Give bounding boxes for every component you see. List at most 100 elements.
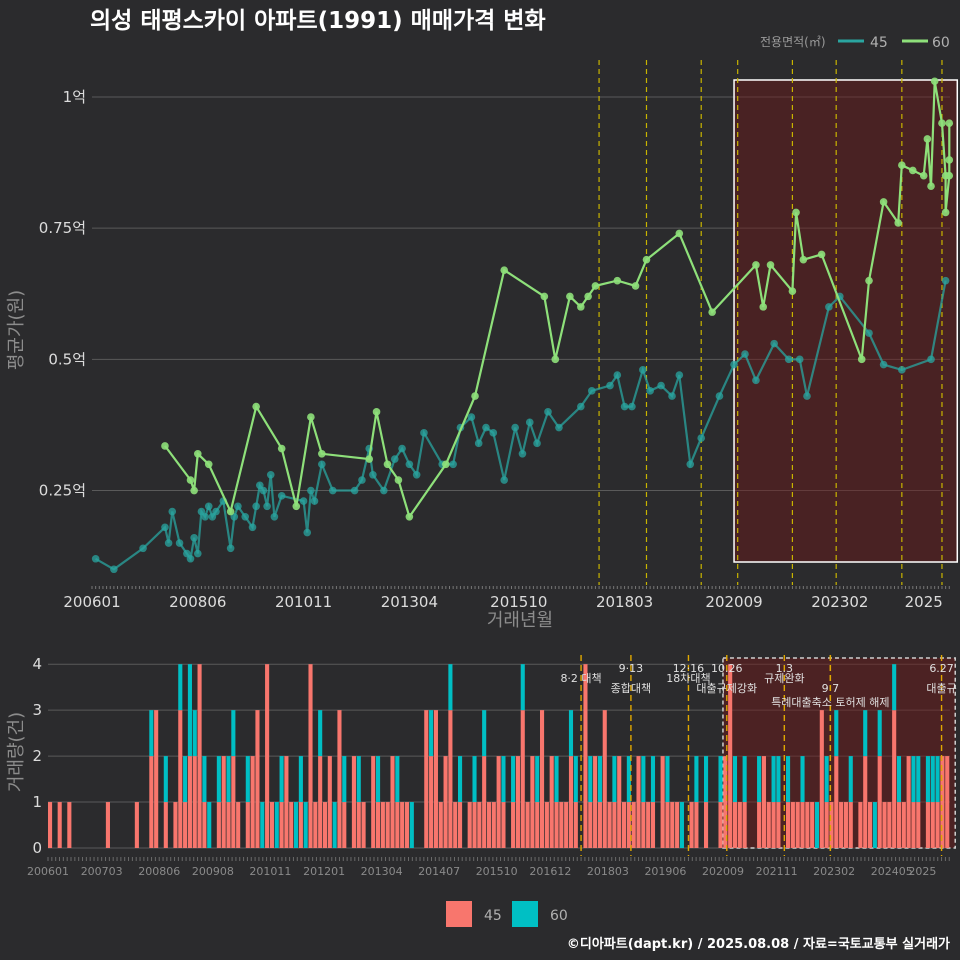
volume-bar-60 [834, 710, 839, 757]
data-point-45 [328, 486, 337, 495]
volume-bar-60 [482, 710, 487, 757]
volume-bar-60 [568, 710, 574, 757]
volume-x-tick-label: 201304 [361, 865, 403, 878]
volume-bar-45 [477, 802, 482, 848]
volume-bar-45 [650, 802, 656, 848]
volume-bar-60 [183, 756, 188, 803]
data-point-45 [277, 491, 286, 500]
volume-bar-45 [617, 756, 622, 848]
volume-bar-45 [361, 802, 366, 848]
volume-x-tick-label: 202111 [756, 865, 798, 878]
volume-x-tick-label: 202405 [871, 865, 913, 878]
y-tick-labels: 0.25억 0.5억 0.75억 1억 [39, 88, 86, 500]
volume-bar-60 [786, 756, 791, 803]
volume-bar-45 [670, 802, 675, 848]
data-point-45 [212, 507, 220, 516]
data-point-45 [252, 502, 260, 511]
volume-bar-45 [376, 802, 381, 848]
volume-bar-45 [380, 802, 385, 848]
x-tick-label: 200601 [63, 593, 120, 611]
volume-bar-45 [178, 710, 183, 848]
data-point-60 [204, 460, 213, 469]
data-point-60 [631, 282, 640, 290]
volume-bar-60 [472, 756, 477, 803]
volume-bar-45 [612, 802, 617, 848]
volume-bar-60 [207, 802, 212, 848]
data-point-60 [930, 77, 939, 86]
volume-y-tick-label: 4 [32, 655, 42, 673]
volume-bar-45 [458, 802, 463, 848]
volume-bar-60 [163, 756, 168, 803]
data-point-60 [898, 161, 906, 169]
data-point-45 [307, 486, 315, 495]
volume-bar-45 [877, 756, 882, 848]
volume-bar-45 [742, 802, 747, 848]
volume-bar-60 [318, 710, 323, 757]
volume-bar-60 [202, 756, 207, 803]
volume-bar-60 [704, 756, 709, 803]
data-point-45 [639, 366, 647, 374]
data-point-60 [938, 119, 946, 128]
volume-bar-45 [535, 802, 540, 848]
data-point-45 [511, 423, 519, 432]
volume-bar-60 [694, 756, 699, 803]
data-point-60 [365, 455, 374, 463]
y-tick-label: 1억 [63, 88, 86, 106]
data-point-45 [620, 402, 629, 411]
data-point-45 [865, 329, 873, 337]
volume-x-tick-label: 200601 [27, 865, 69, 878]
volume-bar-45 [636, 756, 641, 848]
data-point-45 [533, 439, 541, 448]
data-point-60 [642, 255, 651, 264]
volume-bar-45 [564, 802, 569, 848]
top-legend: 전용면적(㎡) 45 60 [760, 35, 950, 51]
data-point-45 [369, 471, 377, 479]
data-point-60 [584, 292, 592, 301]
volume-bar-45 [404, 802, 410, 848]
volume-bar-45 [491, 802, 496, 848]
volume-bar-45 [448, 710, 453, 848]
volume-bar-45 [559, 802, 564, 848]
volume-bar-45 [255, 710, 260, 848]
data-point-45 [266, 471, 275, 479]
volume-bar-60 [742, 756, 747, 803]
data-point-45 [310, 497, 319, 505]
data-point-60 [307, 413, 315, 421]
data-point-45 [299, 497, 308, 505]
volume-bar-45 [583, 664, 588, 848]
data-point-45 [927, 355, 935, 364]
data-point-60 [759, 303, 768, 311]
data-point-60 [383, 460, 392, 469]
volume-y-axis-title: 거래량(건) [6, 712, 27, 792]
data-point-45 [646, 387, 654, 395]
data-point-45 [657, 381, 665, 390]
volume-bar-45 [385, 802, 390, 848]
data-point-45 [525, 418, 534, 427]
data-point-60 [405, 512, 414, 521]
volume-bar-45 [723, 756, 728, 848]
volume-bar-60 [303, 802, 308, 848]
volume-bar-60 [501, 756, 506, 803]
volume-bar-45 [429, 756, 434, 848]
volume-bar-60 [732, 756, 738, 803]
volume-bar-45 [501, 802, 506, 848]
data-point-60 [879, 198, 888, 206]
data-point-45 [259, 486, 268, 495]
data-point-45 [449, 460, 457, 469]
data-point-45 [675, 371, 684, 379]
data-point-45 [784, 355, 793, 364]
volume-bar-60 [641, 756, 646, 803]
data-point-60 [799, 255, 808, 264]
data-point-60 [577, 303, 585, 311]
volume-bar-45 [105, 802, 110, 848]
data-point-60 [161, 442, 169, 450]
volume-bar-45 [163, 802, 168, 848]
volume-bar-45 [48, 802, 53, 848]
volume-bar-45 [134, 802, 139, 848]
volume-bar-45 [149, 756, 154, 848]
volume-bar-45 [675, 802, 680, 848]
x-tick-label: 201011 [275, 593, 332, 611]
volume-bar-45 [342, 802, 347, 848]
volume-bar-45 [940, 756, 945, 848]
